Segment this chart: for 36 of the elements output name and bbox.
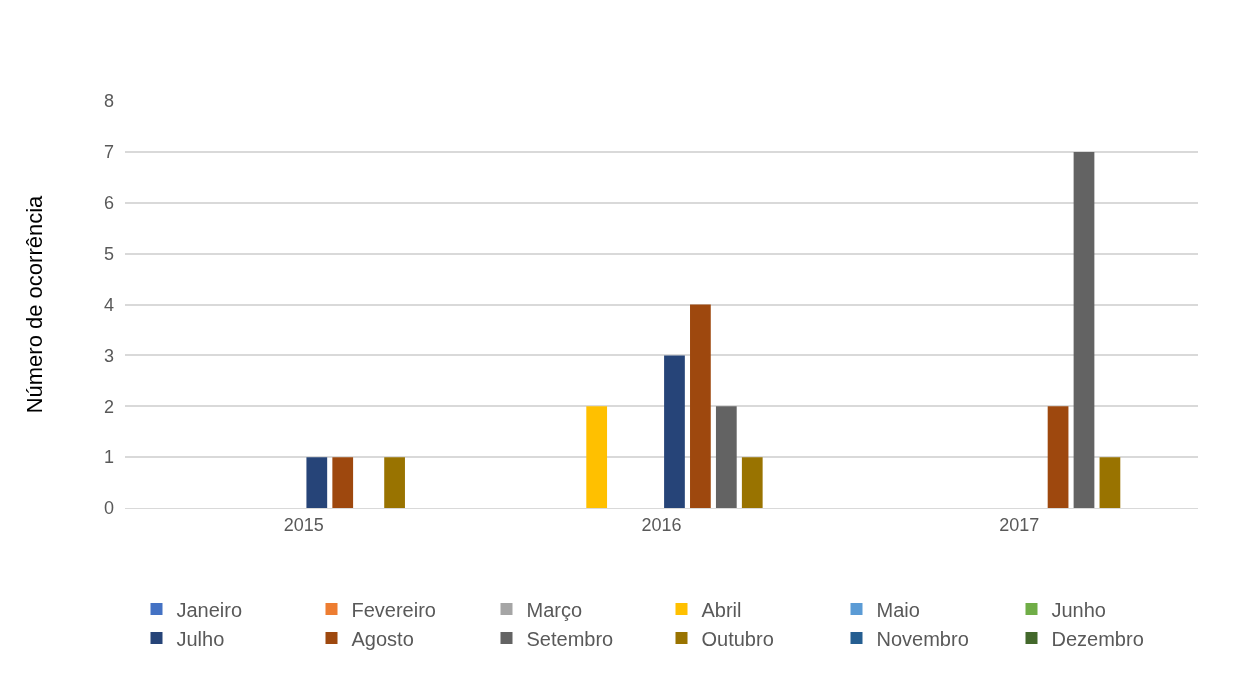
y-tick-label: 2 xyxy=(103,396,114,417)
legend-label: Março xyxy=(526,598,583,621)
x-tick-label: 2016 xyxy=(641,514,682,535)
y-tick-label: 5 xyxy=(103,243,114,264)
bar xyxy=(1047,406,1069,508)
bar xyxy=(715,406,737,508)
legend-label: Novembro xyxy=(876,627,969,650)
y-tick-label: 6 xyxy=(103,193,114,214)
y-tick-label: 0 xyxy=(103,498,114,519)
legend-label: Abril xyxy=(701,598,742,621)
y-axis-title: Número de ocorrência xyxy=(21,194,47,414)
bar xyxy=(586,406,608,508)
legend-label: Fevereiro xyxy=(351,598,436,621)
bar xyxy=(1099,457,1121,508)
legend-label: Julho xyxy=(176,627,225,650)
legend-label: Junho xyxy=(1051,598,1106,621)
y-tick-label: 4 xyxy=(103,294,114,315)
bar xyxy=(1073,151,1095,508)
bar xyxy=(384,457,405,508)
bar xyxy=(332,457,354,508)
legend-label: Agosto xyxy=(351,627,414,650)
y-tick-label: 8 xyxy=(103,91,114,112)
bar xyxy=(306,457,328,508)
legend-label: Dezembro xyxy=(1051,627,1144,650)
legend-label: Outubro xyxy=(701,627,774,650)
legend-label: Setembro xyxy=(526,627,614,650)
x-tick-label: 2017 xyxy=(999,514,1040,535)
y-tick-label: 7 xyxy=(103,142,114,163)
y-tick-label: 3 xyxy=(103,345,114,366)
y-tick-label: 1 xyxy=(103,447,114,468)
legend-label: Maio xyxy=(876,598,920,621)
bar xyxy=(741,457,763,508)
bar xyxy=(690,304,711,508)
x-tick-label: 2015 xyxy=(283,514,324,535)
legend-label: Janeiro xyxy=(176,598,243,621)
bar xyxy=(664,355,685,508)
